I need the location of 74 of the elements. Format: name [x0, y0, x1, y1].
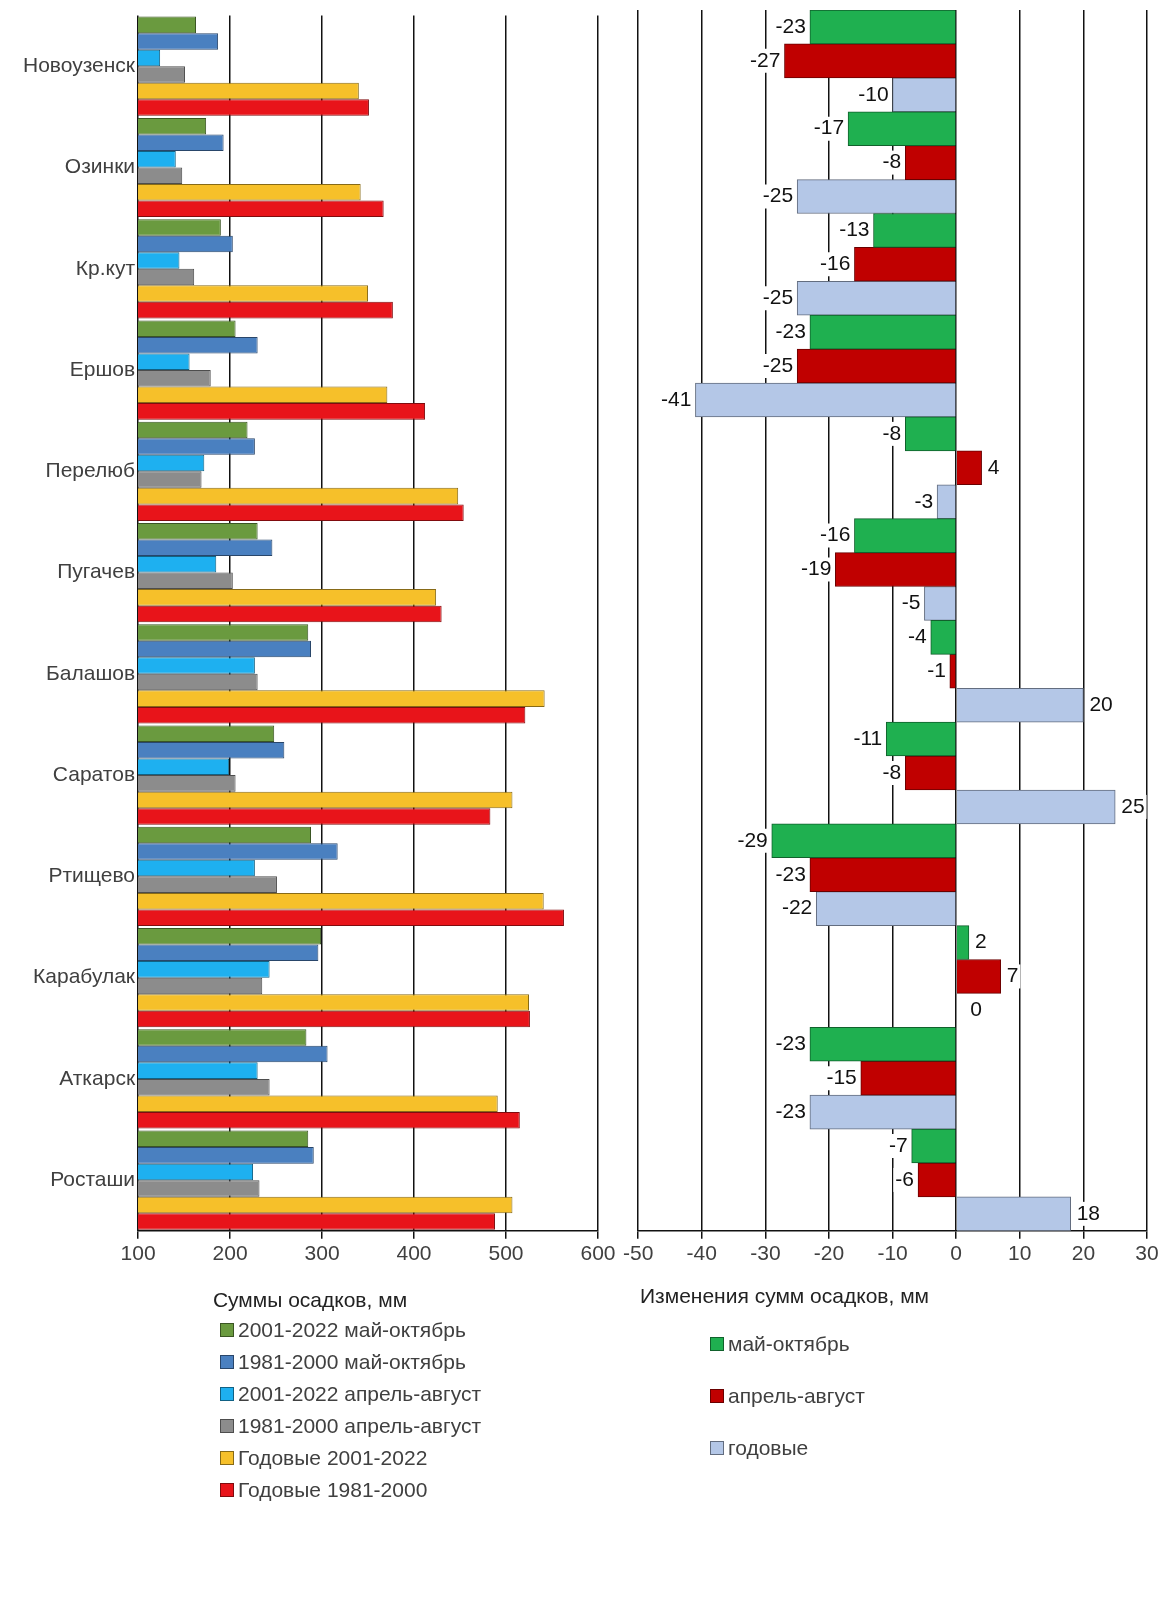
data-label: -17 — [813, 115, 845, 139]
data-label: 2 — [974, 929, 987, 953]
data-label: -22 — [781, 895, 813, 919]
y-tick-label: Аткарск — [59, 1065, 136, 1089]
x-tick-label: 10 — [1008, 1241, 1032, 1265]
x-tick-label: -10 — [877, 1241, 908, 1265]
legend-label: 2001-2022 апрель-август — [238, 1382, 482, 1406]
x-axis-title: Изменения сумм осадков, мм — [639, 1283, 931, 1309]
x-tick-label: 100 — [120, 1241, 156, 1265]
legend-label: 1981-2000 май-октябрь — [238, 1350, 466, 1374]
data-label: -25 — [762, 285, 794, 309]
data-label: -15 — [826, 1065, 857, 1088]
x-tick-label: -40 — [686, 1241, 717, 1265]
y-tick-label: Ртищево — [48, 863, 136, 887]
data-label: -4 — [908, 624, 928, 648]
data-label: -5 — [901, 590, 921, 614]
data-label: -23 — [775, 13, 806, 37]
data-label: 18 — [1076, 1200, 1101, 1224]
legend-label: 1981-2000 апрель-август — [238, 1414, 482, 1438]
x-tick-label: -30 — [750, 1241, 781, 1265]
data-label: -1 — [927, 658, 946, 682]
legend-label: апрель-август — [728, 1384, 865, 1408]
data-label: -10 — [858, 81, 889, 105]
data-label: -23 — [775, 1098, 806, 1122]
x-tick-label: 20 — [1071, 1241, 1096, 1265]
y-tick-label: Озинки — [64, 154, 136, 178]
legend-label: годовые — [728, 1436, 809, 1460]
data-label: -7 — [888, 1132, 908, 1156]
x-tick-label: 200 — [212, 1241, 248, 1265]
x-tick-label: 500 — [488, 1241, 524, 1265]
data-label: -16 — [820, 522, 851, 546]
data-label: -25 — [762, 183, 794, 207]
y-tick-label: Карабулак — [33, 964, 136, 988]
y-tick-label: Перелюб — [45, 458, 136, 482]
data-label: 25 — [1121, 793, 1145, 817]
data-label: 0 — [970, 997, 982, 1021]
legend-label: 2001-2022 май-октябрь — [238, 1318, 466, 1342]
x-tick-label: 300 — [304, 1241, 340, 1265]
data-label: -41 — [661, 386, 692, 410]
data-label: -27 — [750, 47, 781, 71]
y-tick-label: Саратов — [52, 761, 136, 785]
data-label: 7 — [1006, 963, 1019, 987]
data-label: -8 — [882, 759, 902, 783]
data-label: -11 — [853, 725, 883, 749]
data-label: -23 — [775, 318, 806, 342]
x-tick-label: 600 — [580, 1241, 616, 1265]
x-tick-label: 400 — [396, 1241, 432, 1265]
y-tick-label: Новоузенск — [22, 53, 136, 77]
data-label: -6 — [895, 1166, 915, 1190]
y-tick-label: Пугачев — [57, 559, 136, 583]
data-label: -25 — [762, 352, 794, 376]
data-label: -3 — [914, 488, 934, 512]
y-tick-label: Кр.кут — [75, 255, 136, 279]
data-label: -8 — [882, 420, 902, 444]
data-label: -29 — [737, 827, 768, 851]
data-label: 20 — [1089, 691, 1113, 715]
y-tick-label: Росташи — [50, 1166, 136, 1190]
y-tick-label: Балашов — [45, 660, 136, 684]
data-label: -19 — [800, 556, 832, 580]
x-tick-label: 0 — [950, 1241, 963, 1265]
y-tick-label: Ершов — [69, 356, 136, 380]
data-label: -16 — [820, 251, 851, 275]
legend-label: май-октябрь — [728, 1332, 850, 1356]
data-label: -13 — [839, 217, 870, 241]
data-label: -23 — [775, 861, 806, 885]
data-label: -8 — [882, 149, 902, 173]
data-label: 4 — [987, 454, 1000, 478]
x-axis-title: Суммы осадков, мм — [211, 1287, 409, 1313]
data-label: -23 — [775, 1031, 806, 1055]
x-tick-label: -20 — [813, 1241, 845, 1265]
x-tick-label: -50 — [623, 1241, 654, 1265]
legend-label: Годовые 1981-2000 — [238, 1478, 428, 1502]
legend-label: Годовые 2001-2022 — [238, 1446, 428, 1470]
x-tick-label: 30 — [1135, 1241, 1159, 1265]
